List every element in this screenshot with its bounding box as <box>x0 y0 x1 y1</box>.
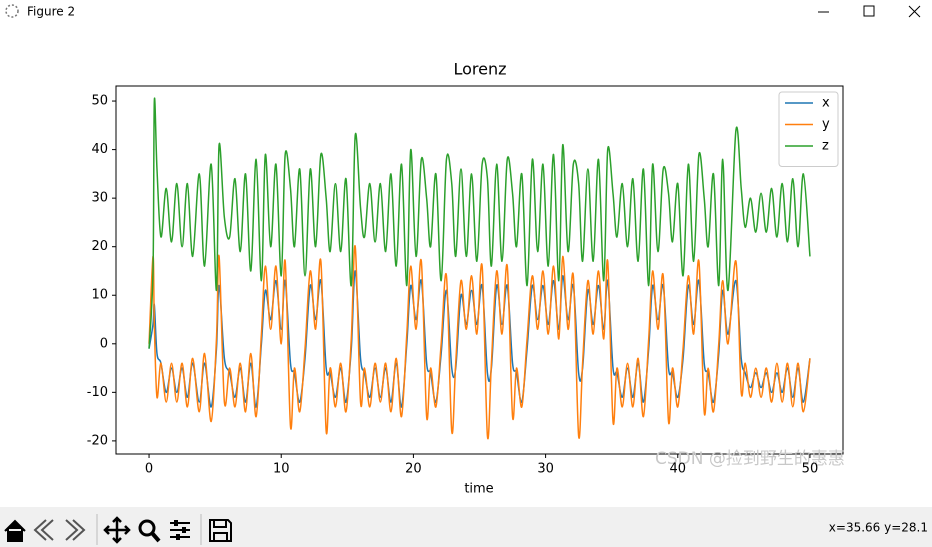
x-axis-label: time <box>464 482 493 497</box>
app-icon <box>5 4 19 18</box>
legend-label: z <box>822 139 829 154</box>
title-bar: Figure 2 <box>5 4 921 19</box>
y-tick-label: 0 <box>100 336 108 351</box>
plot-area <box>148 97 811 440</box>
toolbar-buttons <box>2 514 234 545</box>
y-tick-label: 30 <box>91 191 108 206</box>
x-tick-label: 50 <box>802 462 819 477</box>
chart-title: Lorenz <box>453 60 506 79</box>
configure-icon-knobs <box>174 520 186 540</box>
legend-label: y <box>822 117 830 132</box>
y-tick-label: 40 <box>91 142 108 157</box>
x-tick-label: 30 <box>537 462 554 477</box>
pan-icon <box>103 516 131 544</box>
x-tick-label: 10 <box>273 462 290 477</box>
home-icon <box>4 519 26 542</box>
x-tick-label: 0 <box>145 462 153 477</box>
save-icon <box>209 519 232 542</box>
legend-box <box>778 91 839 167</box>
window-title: Figure 2 <box>27 5 75 19</box>
series-line <box>148 245 811 440</box>
axes-frame <box>115 85 844 455</box>
cursor-status: x=35.66 y=28.1 <box>829 521 928 535</box>
y-tick-label: 10 <box>91 288 108 303</box>
series-line <box>148 97 811 349</box>
legend-label: x <box>822 96 830 111</box>
y-tick-label: 50 <box>91 94 108 109</box>
maximize-button[interactable] <box>863 5 875 17</box>
y-tick-label: 20 <box>91 239 108 254</box>
back-icon <box>33 519 54 541</box>
close-button[interactable] <box>908 5 921 18</box>
y-tick-label: -20 <box>87 433 108 448</box>
zoom-icon <box>138 519 156 537</box>
x-tick-label: 20 <box>405 462 422 477</box>
x-tick-label: 40 <box>669 462 686 477</box>
y-tick-label: -10 <box>87 385 108 400</box>
zoom-icon-handle <box>150 531 161 543</box>
watermark: CSDN @捡到野生的惠惠 <box>655 449 845 469</box>
legend: xyz <box>778 91 839 167</box>
forward-icon <box>65 519 86 541</box>
